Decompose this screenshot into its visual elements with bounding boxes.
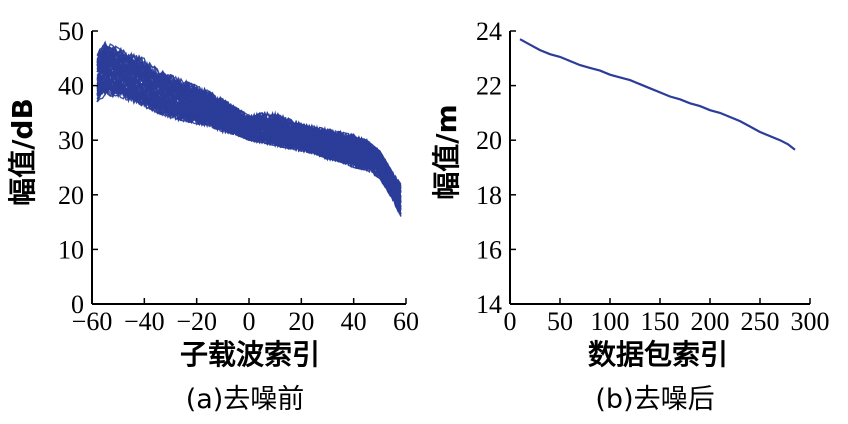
chart-b-axes: [509, 31, 810, 305]
x-tick-label: 100: [591, 307, 630, 336]
x-tick-label: −20: [176, 307, 217, 336]
series-line: [519, 38, 796, 151]
x-tick-label: 300: [791, 307, 830, 336]
chart-b-y-label: 幅值/m: [430, 104, 463, 199]
chart-a-y-label: 幅值/dB: [6, 98, 39, 206]
chart-b-series-lines: [519, 38, 796, 151]
chart-b-x-label: 数据包索引: [588, 338, 728, 371]
x-tick-label: −60: [72, 307, 113, 336]
y-tick-label: 22: [476, 72, 502, 101]
chart-b-x-ticks: 0 50 100 150 200 250 300: [504, 298, 830, 336]
chart-a-y-ticks: 0 10 20 30 40 50: [58, 17, 98, 319]
chart-b-caption: (b)去噪后: [595, 384, 714, 415]
y-tick-label: 40: [58, 72, 84, 101]
x-tick-label: 200: [691, 307, 730, 336]
chart-a-series-lines: [96, 40, 402, 217]
y-tick-label: 18: [476, 181, 502, 210]
y-tick-label: 20: [58, 181, 84, 210]
x-tick-label: 150: [641, 307, 680, 336]
x-tick-label: 20: [288, 307, 314, 336]
chart-before-denoise: −60 −40 −20 0 20 40 60 0 10 20 30 40 50 幅值/dB 子载波索引…: [6, 17, 419, 415]
chart-a-x-ticks: −60 −40 −20 0 20 40 60: [72, 298, 419, 336]
series-line: [96, 54, 402, 193]
y-tick-label: 30: [58, 126, 84, 155]
x-tick-label: 250: [741, 307, 780, 336]
x-tick-label: 40: [341, 307, 367, 336]
y-tick-label: 10: [58, 235, 84, 264]
y-tick-label: 24: [476, 17, 502, 46]
x-tick-label: −40: [124, 307, 165, 336]
series-line: [96, 45, 402, 187]
chart-a-caption: (a)去噪前: [186, 384, 305, 415]
chart-b-y-ticks: 14 16 18 20 22 24: [476, 17, 516, 319]
series-line: [96, 77, 402, 214]
x-tick-label: 50: [547, 307, 573, 336]
y-tick-label: 16: [476, 235, 502, 264]
y-tick-label: 20: [476, 126, 502, 155]
x-tick-label: 0: [504, 307, 517, 336]
series-line: [97, 81, 402, 211]
y-tick-label: 0: [71, 290, 84, 319]
chart-after-denoise: 0 50 100 150 200 250 300 14 16 18 20 22 24 幅值/m 数据包…: [430, 17, 830, 415]
y-tick-label: 14: [476, 290, 502, 319]
chart-a-x-label: 子载波索引: [180, 338, 320, 371]
series-line: [97, 43, 402, 191]
x-tick-label: 60: [393, 307, 419, 336]
x-tick-label: 0: [243, 307, 256, 336]
y-tick-label: 50: [58, 17, 84, 46]
